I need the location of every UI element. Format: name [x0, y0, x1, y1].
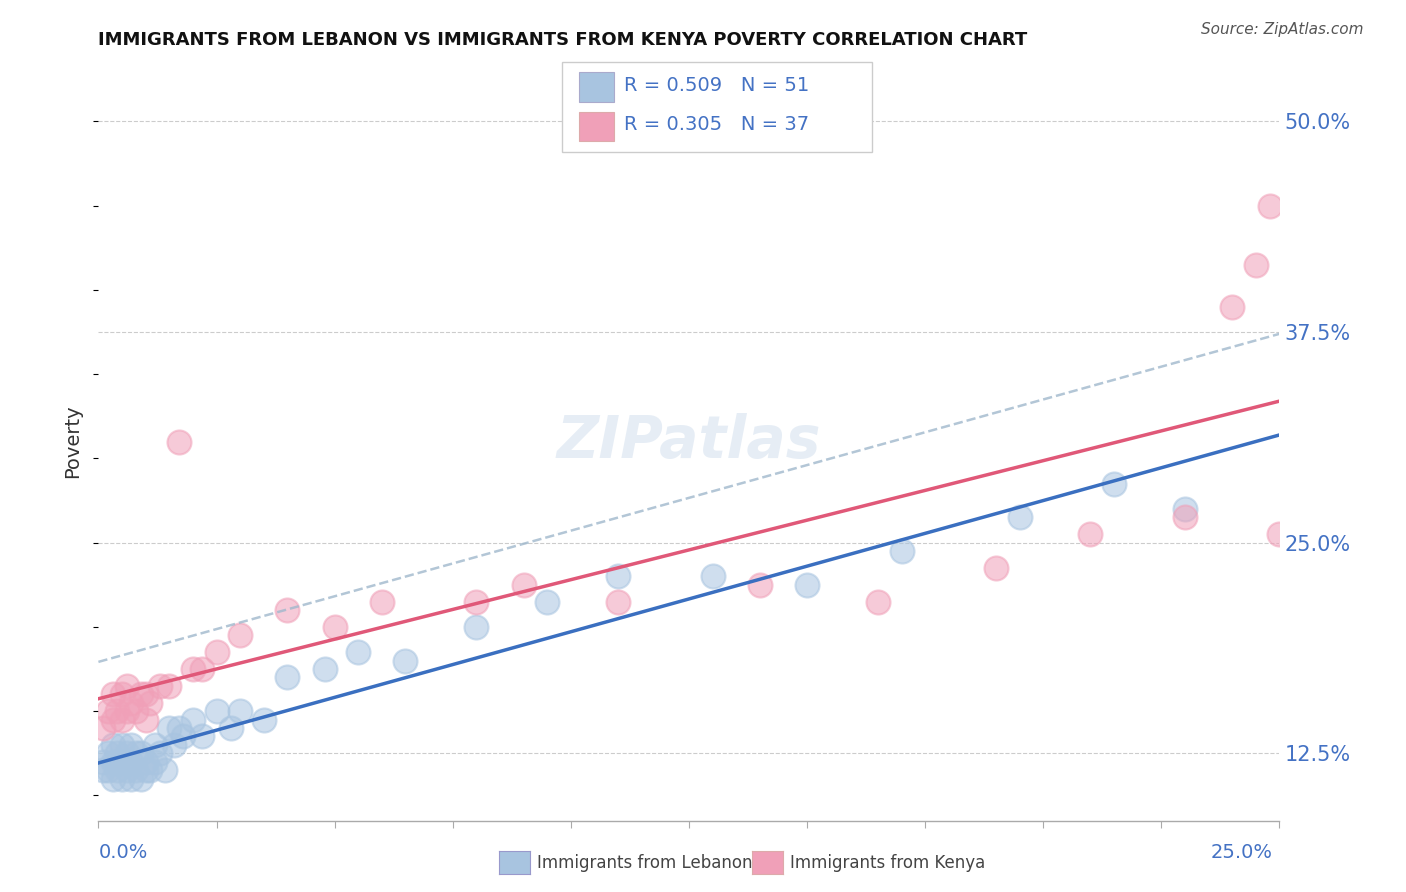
Point — [101, 687, 124, 701]
Point — [607, 594, 630, 608]
Point — [139, 763, 162, 777]
Point — [702, 569, 724, 583]
Point — [253, 713, 276, 727]
Point — [149, 679, 172, 693]
Point — [121, 755, 143, 769]
Point — [1080, 527, 1102, 541]
Point — [91, 755, 114, 769]
Point — [153, 763, 176, 777]
Point — [205, 704, 228, 718]
Text: Immigrants from Lebanon: Immigrants from Lebanon — [537, 854, 752, 871]
Point — [135, 763, 157, 777]
Point — [314, 662, 336, 676]
Point — [163, 738, 186, 752]
Y-axis label: Poverty: Poverty — [63, 405, 83, 478]
Point — [181, 713, 204, 727]
Text: Immigrants from Kenya: Immigrants from Kenya — [790, 854, 986, 871]
Point — [121, 696, 143, 710]
Point — [125, 704, 148, 718]
Point — [129, 746, 152, 760]
Point — [149, 746, 172, 760]
Point — [135, 713, 157, 727]
Point — [139, 696, 162, 710]
Point — [890, 544, 912, 558]
Point — [115, 746, 138, 760]
Point — [465, 620, 488, 634]
Point — [111, 687, 134, 701]
Point — [115, 704, 138, 718]
Point — [1174, 502, 1197, 516]
Text: R = 0.305   N = 37: R = 0.305 N = 37 — [624, 115, 810, 135]
Point — [371, 594, 394, 608]
Point — [97, 704, 120, 718]
Point — [111, 755, 134, 769]
Text: 0.0%: 0.0% — [98, 843, 148, 862]
Point — [1102, 476, 1125, 491]
Point — [167, 434, 190, 449]
Point — [1220, 300, 1243, 314]
Point — [91, 721, 114, 735]
Point — [105, 746, 128, 760]
Point — [465, 594, 488, 608]
Point — [135, 687, 157, 701]
Point — [276, 603, 298, 617]
Point — [181, 662, 204, 676]
Point — [229, 628, 252, 642]
Point — [172, 730, 194, 744]
Point — [748, 578, 770, 592]
Point — [323, 620, 346, 634]
Point — [219, 721, 242, 735]
Point — [125, 746, 148, 760]
Point — [536, 594, 558, 608]
Point — [125, 763, 148, 777]
Point — [205, 645, 228, 659]
Point — [984, 561, 1007, 575]
Text: Source: ZipAtlas.com: Source: ZipAtlas.com — [1201, 22, 1364, 37]
Text: R = 0.509   N = 51: R = 0.509 N = 51 — [624, 76, 810, 95]
Point — [121, 772, 143, 786]
Point — [97, 763, 120, 777]
Point — [157, 679, 180, 693]
Point — [135, 755, 157, 769]
Point — [101, 772, 124, 786]
Point — [101, 738, 124, 752]
Point — [276, 670, 298, 684]
Point — [1268, 527, 1291, 541]
Text: ZIPatlas: ZIPatlas — [557, 413, 821, 470]
Point — [91, 763, 114, 777]
Point — [115, 763, 138, 777]
Point — [143, 755, 166, 769]
Point — [157, 721, 180, 735]
Point — [1244, 258, 1267, 272]
Point — [796, 578, 818, 592]
Text: IMMIGRANTS FROM LEBANON VS IMMIGRANTS FROM KENYA POVERTY CORRELATION CHART: IMMIGRANTS FROM LEBANON VS IMMIGRANTS FR… — [98, 31, 1028, 49]
Point — [105, 704, 128, 718]
Point — [101, 755, 124, 769]
Point — [191, 730, 214, 744]
Point — [97, 746, 120, 760]
Point — [1008, 510, 1031, 524]
Point — [121, 738, 143, 752]
Point — [191, 662, 214, 676]
Point — [129, 772, 152, 786]
Point — [229, 704, 252, 718]
Point — [866, 594, 889, 608]
Point — [512, 578, 534, 592]
Point — [394, 654, 416, 668]
Point — [167, 721, 190, 735]
Point — [101, 713, 124, 727]
Point — [129, 687, 152, 701]
Point — [111, 738, 134, 752]
Point — [1258, 199, 1281, 213]
Point — [347, 645, 370, 659]
Point — [111, 772, 134, 786]
Text: 25.0%: 25.0% — [1211, 843, 1272, 862]
Point — [111, 713, 134, 727]
Point — [115, 679, 138, 693]
Point — [607, 569, 630, 583]
Point — [1174, 510, 1197, 524]
Point — [143, 738, 166, 752]
Point — [105, 763, 128, 777]
